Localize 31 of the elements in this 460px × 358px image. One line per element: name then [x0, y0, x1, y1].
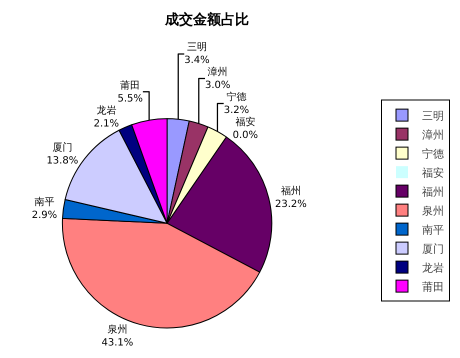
data-label: 3.2% [224, 104, 250, 116]
legend-label: 漳州 [422, 128, 444, 142]
legend-label: 泉州 [422, 204, 444, 218]
chart-title: 成交金额占比 [164, 11, 249, 28]
data-label: 3.4% [184, 54, 210, 66]
legend-label: 福安 [422, 166, 444, 180]
slice-label: 宁德 [226, 90, 246, 103]
legend-label: 南平 [422, 223, 444, 236]
legend-label: 宁德 [422, 147, 444, 160]
data-label: 2.1% [94, 118, 120, 130]
category-label: 福安 [235, 116, 256, 128]
slice-label: 莆田 [120, 79, 140, 92]
data-label: 23.2% [275, 199, 307, 210]
data-label: 3.0% [205, 80, 230, 91]
data-label: 5.5% [117, 93, 143, 104]
legend-label: 莆田 [422, 280, 444, 294]
slice-label: 厦门 [52, 142, 72, 154]
slice-label: 福州 [280, 185, 301, 198]
data-label: 2.9% [32, 210, 58, 222]
slice-label: 漳州 [208, 66, 228, 78]
legend-label: 福州 [422, 185, 444, 198]
text: 0.0% [232, 130, 258, 141]
legend-label: 厦门 [422, 242, 444, 256]
slice-label: 三明 [186, 42, 207, 53]
slice-label: 龙岩 [96, 104, 116, 116]
data-label: 13.8% [46, 156, 78, 167]
legend-label: 三明 [422, 109, 444, 122]
data-label: 43.1% [101, 337, 134, 348]
slice-label: 南平 [34, 196, 54, 208]
slice-label: 泉州 [107, 323, 128, 336]
legend-label: 龙岩 [422, 261, 444, 274]
